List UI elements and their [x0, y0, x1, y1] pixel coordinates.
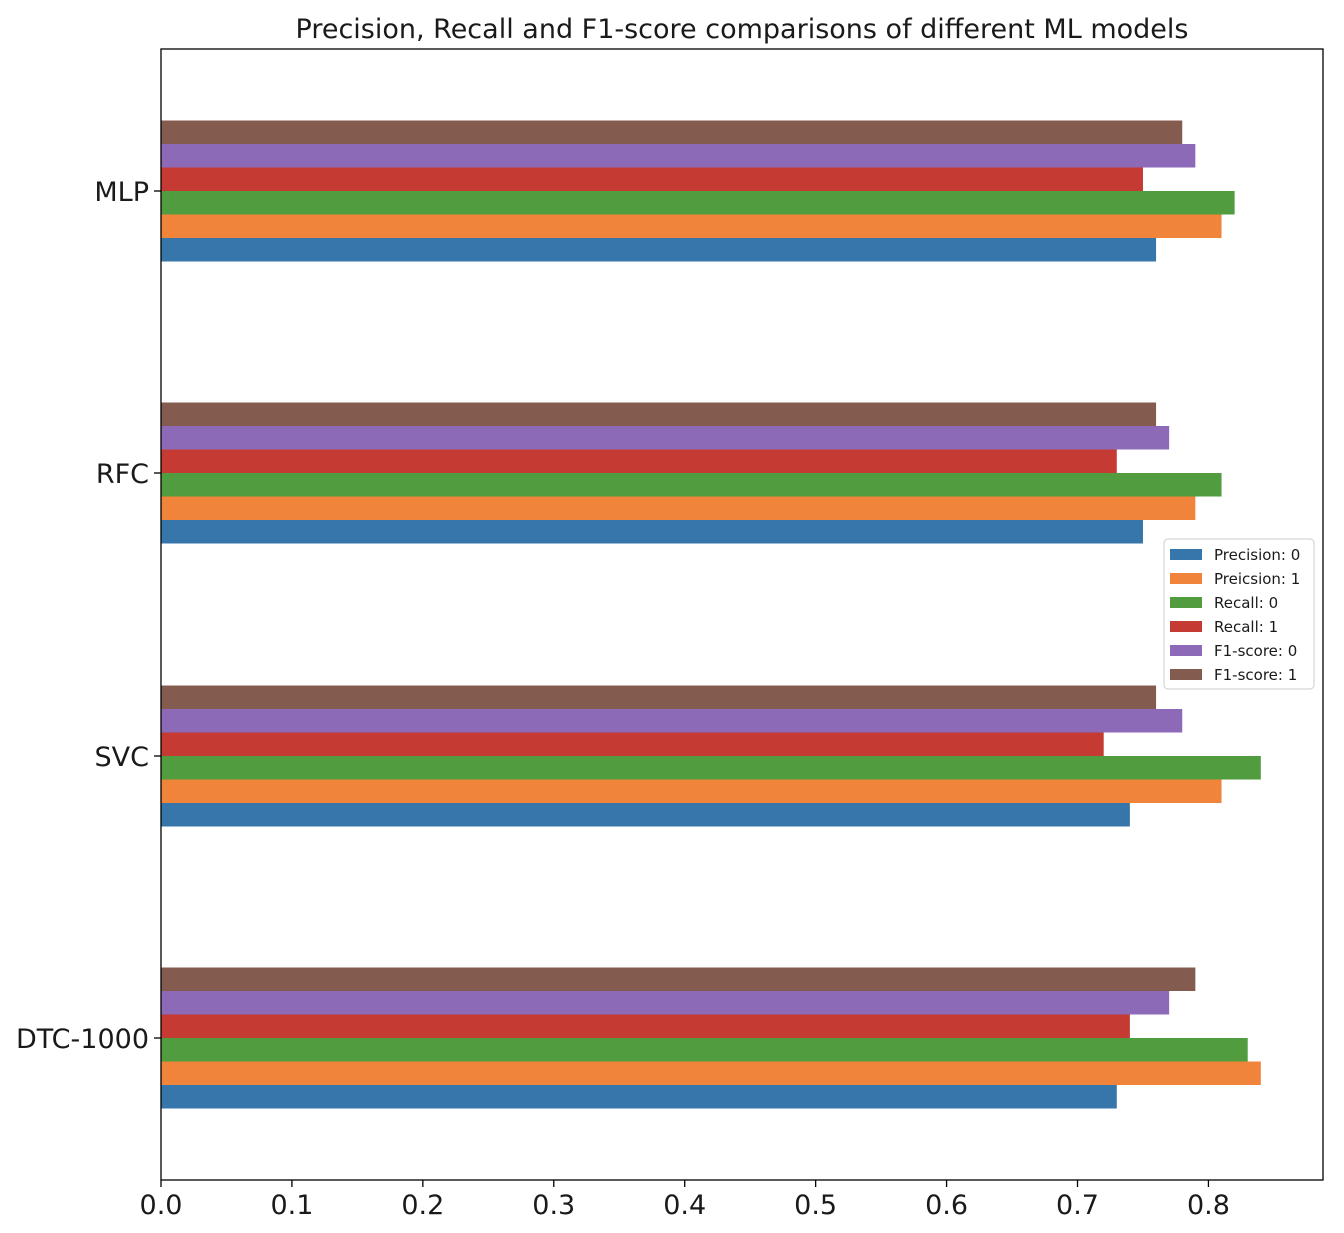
bar-rfc-precision-0 — [161, 520, 1143, 544]
legend-label-4: F1-score: 0 — [1214, 642, 1297, 660]
bar-dtc-1000-recall-1 — [161, 1014, 1130, 1038]
bar-mlp-f1-score-1 — [161, 120, 1183, 144]
bar-dtc-1000-f1-score-0 — [161, 991, 1170, 1015]
bar-rfc-f1-score-0 — [161, 426, 1170, 450]
y-tick-label-rfc: RFC — [96, 459, 149, 490]
y-tick-label-mlp: MLP — [94, 177, 149, 208]
bar-dtc-1000-recall-0 — [161, 1038, 1248, 1062]
legend-label-1: Preicsion: 1 — [1214, 570, 1300, 588]
bar-rfc-preicsion-1 — [161, 496, 1196, 520]
x-tick-label-3: 0.3 — [532, 1190, 575, 1221]
plot-area-frame — [160, 48, 1324, 1181]
bar-svc-recall-0 — [161, 756, 1261, 780]
bar-rfc-recall-1 — [161, 449, 1117, 473]
bar-svc-f1-score-1 — [161, 685, 1157, 709]
chart-title: Precision, Recall and F1-score compariso… — [296, 14, 1189, 45]
legend-swatch-0 — [1170, 549, 1202, 560]
x-tick-label-2: 0.2 — [401, 1190, 444, 1221]
legend-swatch-5 — [1170, 669, 1202, 680]
x-tick-label-8: 0.8 — [1187, 1190, 1230, 1221]
x-tick-label-5: 0.5 — [794, 1190, 837, 1221]
bar-svc-recall-1 — [161, 732, 1104, 756]
bars-layer — [161, 120, 1261, 1109]
legend: Precision: 0 Preicsion: 1 Recall: 0 Recall:… — [1163, 538, 1315, 690]
legend-swatch-4 — [1170, 645, 1202, 656]
y-tick-label-svc: SVC — [95, 742, 149, 773]
x-tick-label-6: 0.6 — [925, 1190, 968, 1221]
legend-label-3: Recall: 1 — [1214, 618, 1278, 636]
bar-mlp-recall-0 — [161, 191, 1235, 215]
legend-label-2: Recall: 0 — [1214, 594, 1278, 612]
bar-mlp-precision-0 — [161, 238, 1157, 262]
y-tick-label-dtc-1000: DTC-1000 — [16, 1024, 149, 1055]
bar-dtc-1000-f1-score-1 — [161, 967, 1196, 991]
axes-layer: DTC-1000 SVC RFC MLP 0.0 0.1 0.2 0.3 0.4 0.5 0.6 0.… — [16, 177, 1230, 1221]
bar-mlp-recall-1 — [161, 167, 1143, 191]
bar-svc-precision-0 — [161, 803, 1130, 827]
x-tick-label-7: 0.7 — [1056, 1190, 1099, 1221]
legend-label-5: F1-score: 1 — [1214, 666, 1297, 684]
legend-swatch-3 — [1170, 621, 1202, 632]
bar-svc-f1-score-0 — [161, 709, 1183, 733]
bar-rfc-f1-score-1 — [161, 402, 1157, 426]
bar-dtc-1000-precision-0 — [161, 1085, 1117, 1109]
x-tick-label-4: 0.4 — [663, 1190, 706, 1221]
x-tick-label-0: 0.0 — [140, 1190, 183, 1221]
bar-svc-preicsion-1 — [161, 779, 1222, 803]
bar-mlp-f1-score-0 — [161, 144, 1196, 168]
bar-rfc-recall-0 — [161, 473, 1222, 497]
legend-label-0: Precision: 0 — [1214, 546, 1300, 564]
legend-swatch-1 — [1170, 573, 1202, 584]
bar-mlp-preicsion-1 — [161, 214, 1222, 238]
bar-dtc-1000-preicsion-1 — [161, 1061, 1261, 1085]
legend-swatch-2 — [1170, 597, 1202, 608]
x-tick-label-1: 0.1 — [270, 1190, 313, 1221]
